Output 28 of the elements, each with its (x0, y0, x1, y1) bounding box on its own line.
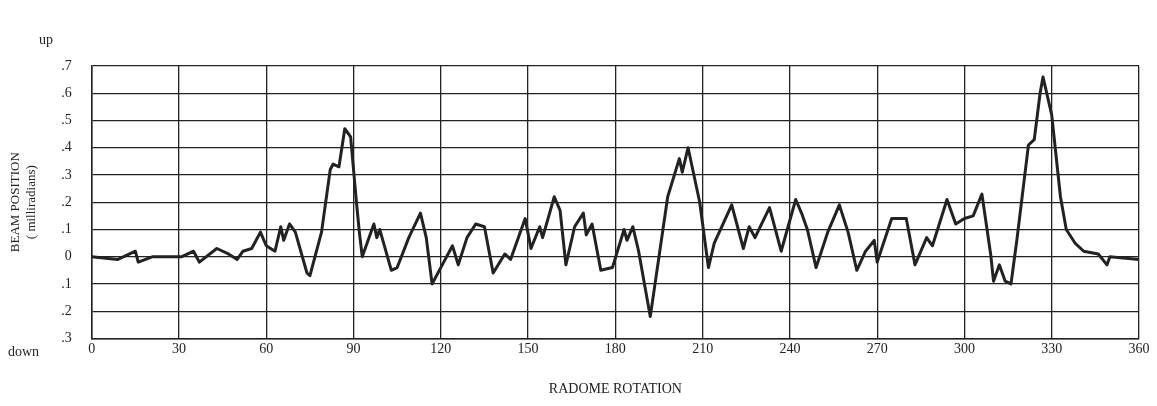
x-tick-label: 30 (171, 341, 186, 357)
x-tick-label: 210 (692, 341, 714, 357)
y-tick-label: .1 (61, 275, 72, 291)
y-tick-label: .6 (61, 84, 72, 100)
x-tick-label: 360 (1128, 341, 1150, 357)
y-axis-title: BEAM POSITION ( milliradians) (7, 151, 38, 253)
x-tick-label: 90 (346, 341, 361, 357)
x-tick-label: 270 (866, 341, 888, 357)
y-tick-label: .3 (61, 166, 72, 182)
x-axis-title: RADOME ROTATION (548, 381, 682, 397)
x-tick-label: 330 (1041, 341, 1063, 357)
y-tick-label: .4 (61, 139, 72, 155)
x-tick-label: 240 (779, 341, 801, 357)
y-tick-label: .3 (61, 330, 72, 346)
text: down (8, 344, 40, 360)
y-tick-label: .1 (61, 221, 72, 237)
x-tick-label: 0 (88, 341, 96, 357)
x-tick-label: 180 (604, 341, 626, 357)
x-tick-label: 150 (517, 341, 539, 357)
y-tick-label: .2 (61, 302, 72, 318)
x-tick-label: 300 (953, 341, 975, 357)
text: up (39, 31, 53, 47)
y-tick-label: .5 (61, 112, 72, 128)
y-tick-label: 0 (64, 248, 72, 264)
y-tick-label: .7 (61, 57, 72, 73)
x-tick-label: 120 (430, 341, 452, 357)
y-tick-label: .2 (61, 193, 72, 209)
x-tick-label: 60 (259, 341, 274, 357)
